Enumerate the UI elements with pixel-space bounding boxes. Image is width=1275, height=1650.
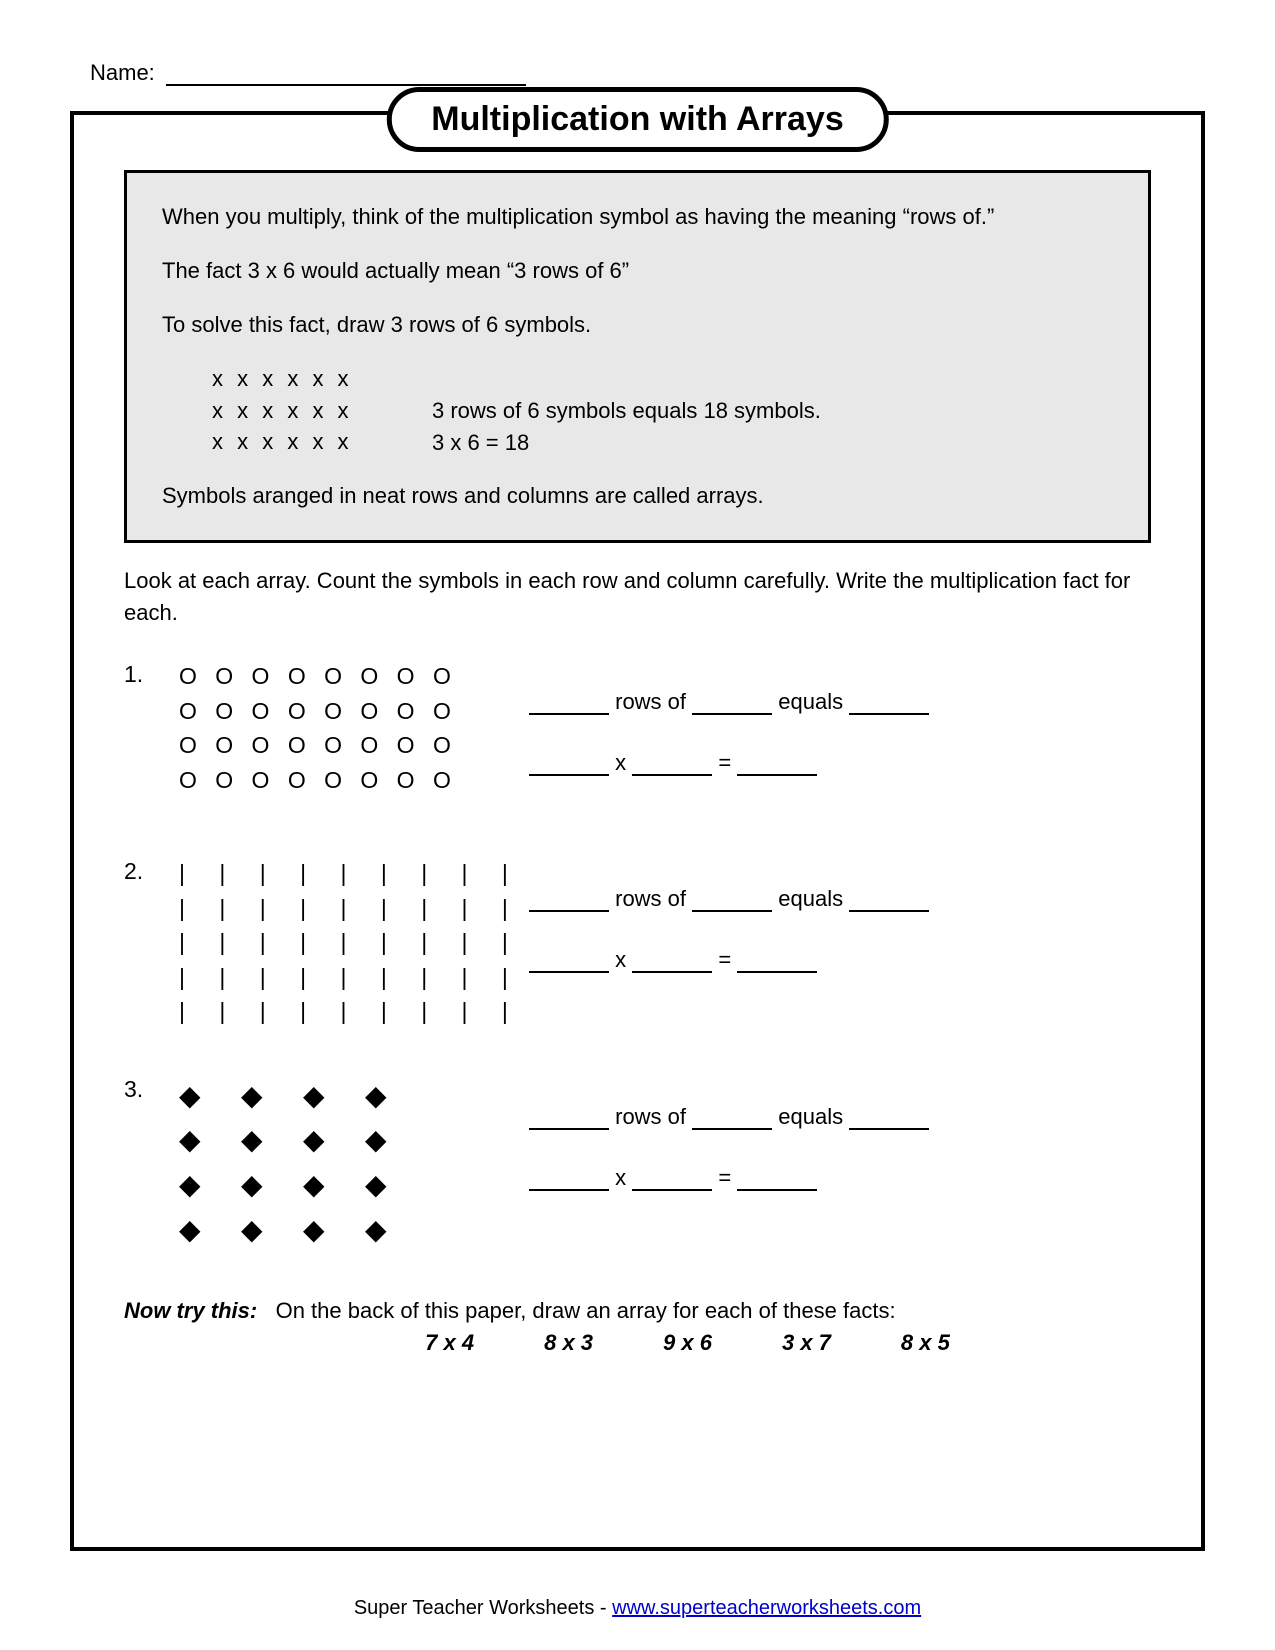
answer-equation[interactable]: x = xyxy=(529,750,1151,776)
problem-number: 3. xyxy=(124,1074,179,1253)
array-row: | | | | | | | | | xyxy=(179,925,529,960)
array-row: | | | | | | | | | xyxy=(179,856,529,891)
array-row: | | | | | | | | | xyxy=(179,960,529,995)
problems-list: 1.O O O O O O O OO O O O O O O OO O O O … xyxy=(124,659,1151,1253)
problem-answers: rows of equals x = xyxy=(529,659,1151,811)
footer-link[interactable]: www.superteacherworksheets.com xyxy=(612,1597,921,1619)
fact: 8 x 5 xyxy=(901,1330,950,1355)
worksheet-title: Multiplication with Arrays xyxy=(386,87,888,152)
array-row: | | | | | | | | | xyxy=(179,891,529,926)
try-this-label: Now try this: xyxy=(124,1298,257,1323)
array-row: ◆◆◆◆ xyxy=(179,1208,529,1253)
example-equation: 3 x 6 = 18 xyxy=(432,427,821,459)
problem-answers: rows of equals x = xyxy=(529,1074,1151,1253)
array-row: ◆◆◆◆ xyxy=(179,1074,529,1119)
array-row: O O O O O O O O xyxy=(179,728,529,763)
try-this-instruction: On the back of this paper, draw an array… xyxy=(276,1298,896,1323)
worksheet-box: Multiplication with Arrays When you mult… xyxy=(70,111,1205,1551)
fact: 9 x 6 xyxy=(663,1330,712,1355)
info-p2: The fact 3 x 6 would actually mean “3 ro… xyxy=(162,255,1113,287)
problem-array: | | | | | | | | || | | | | | | | || | | … xyxy=(179,856,529,1029)
name-field: Name: xyxy=(90,60,1205,86)
array-row: ◆◆◆◆ xyxy=(179,1118,529,1163)
example-row: x x x x x x xyxy=(212,395,432,427)
array-row: O O O O O O O O xyxy=(179,694,529,729)
array-row: O O O O O O O O xyxy=(179,659,529,694)
try-this-facts: 7 x 4 8 x 3 9 x 6 3 x 7 8 x 5 xyxy=(124,1330,1151,1356)
answer-sentence[interactable]: rows of equals xyxy=(529,689,1151,715)
example-text: 3 rows of 6 symbols equals 18 symbols. xyxy=(432,395,821,427)
array-row: ◆◆◆◆ xyxy=(179,1163,529,1208)
example-symbols: x x x x x x x x x x x x x x x x x x xyxy=(212,363,432,459)
answer-equation[interactable]: x = xyxy=(529,947,1151,973)
problem-number: 2. xyxy=(124,856,179,1029)
name-blank[interactable] xyxy=(166,84,526,86)
problem: 3.◆◆◆◆◆◆◆◆◆◆◆◆◆◆◆◆ rows of equals x = xyxy=(124,1074,1151,1253)
example-row: x x x x x x xyxy=(212,426,432,458)
answer-equation[interactable]: x = xyxy=(529,1165,1151,1191)
example-array: x x x x x x x x x x x x x x x x x x 3 ro… xyxy=(212,363,1113,459)
array-row: | | | | | | | | | xyxy=(179,994,529,1029)
problem-number: 1. xyxy=(124,659,179,811)
fact: 3 x 7 xyxy=(782,1330,831,1355)
problem-array: ◆◆◆◆◆◆◆◆◆◆◆◆◆◆◆◆ xyxy=(179,1074,529,1253)
example-row: x x x x x x xyxy=(212,363,432,395)
problem-answers: rows of equals x = xyxy=(529,856,1151,1029)
footer-text: Super Teacher Worksheets - xyxy=(354,1597,612,1619)
instruction-box: When you multiply, think of the multipli… xyxy=(124,170,1151,543)
try-this-section: Now try this: On the back of this paper,… xyxy=(124,1298,1151,1324)
main-instructions: Look at each array. Count the symbols in… xyxy=(124,565,1151,629)
fact: 8 x 3 xyxy=(544,1330,593,1355)
array-row: O O O O O O O O xyxy=(179,763,529,798)
answer-sentence[interactable]: rows of equals xyxy=(529,886,1151,912)
try-this-text xyxy=(263,1298,275,1323)
problem: 2.| | | | | | | | || | | | | | | | || | … xyxy=(124,856,1151,1029)
problem-array: O O O O O O O OO O O O O O O OO O O O O … xyxy=(179,659,529,811)
footer: Super Teacher Worksheets - www.superteac… xyxy=(0,1597,1275,1620)
info-p1: When you multiply, think of the multipli… xyxy=(162,201,1113,233)
problem: 1.O O O O O O O OO O O O O O O OO O O O … xyxy=(124,659,1151,811)
fact: 7 x 4 xyxy=(425,1330,474,1355)
info-p4: Symbols aranged in neat rows and columns… xyxy=(162,480,1113,512)
name-label: Name: xyxy=(90,60,155,85)
info-p3: To solve this fact, draw 3 rows of 6 sym… xyxy=(162,309,1113,341)
example-explanation: 3 rows of 6 symbols equals 18 symbols. 3… xyxy=(432,363,821,459)
answer-sentence[interactable]: rows of equals xyxy=(529,1104,1151,1130)
